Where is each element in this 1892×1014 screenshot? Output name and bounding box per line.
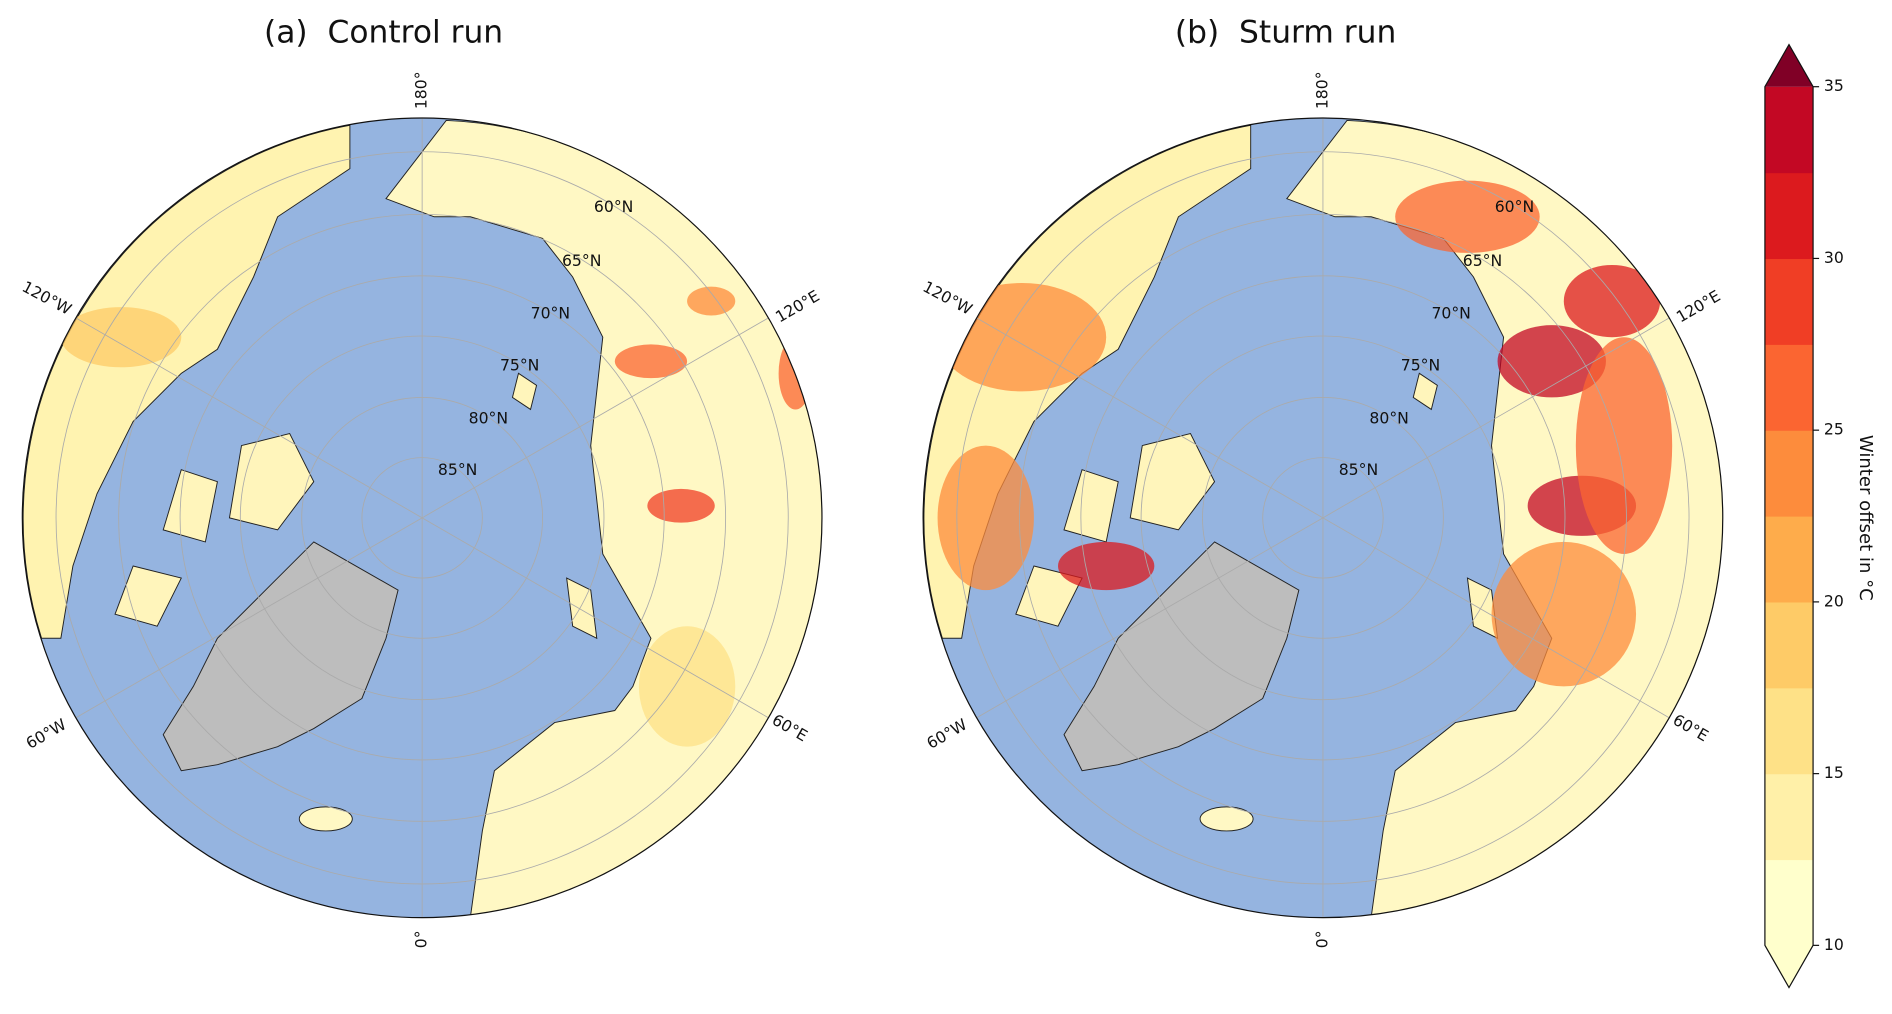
map: 180° 120°E 60°E 0° 60°W 120°W 60°N 65°N 70°N 75°N… [19, 71, 823, 948]
lat-label: 70°N [531, 304, 570, 323]
colorbar-bin [1764, 86, 1814, 174]
map-border [21, 117, 823, 919]
lon-label: 120°E [772, 286, 823, 326]
lat-label: 80°N [1369, 408, 1408, 427]
colorbar-extend-over [1764, 44, 1814, 87]
lon-label: 60°E [1670, 710, 1712, 745]
colorbar-bin [1764, 258, 1814, 345]
lat-label: 75°N [500, 355, 539, 374]
colorbar-tick-label: 15 [1824, 763, 1844, 782]
colorbar-extend-under [1764, 945, 1814, 988]
warm-patch [647, 488, 715, 523]
warm-patch [1057, 541, 1155, 591]
lon-label: 0° [412, 930, 431, 948]
warm-patch [1497, 325, 1606, 398]
colorbar-tick-label: 30 [1824, 248, 1844, 267]
lon-label: 180° [412, 71, 431, 109]
lon-label: 120°E [1673, 286, 1724, 326]
lat-label: 60°N [1495, 197, 1534, 216]
colorbar-label: Winter offset in °C [1855, 435, 1876, 601]
panel-title: (b) Sturm run [1175, 15, 1396, 51]
lat-label: 60°N [594, 197, 633, 216]
lon-label: 120°W [920, 277, 976, 319]
lat-label: 80°N [469, 408, 508, 427]
map: 180° 120°E 60°E 0° 60°W 120°W 60°N 65°N 70°N 75°N… [920, 71, 1724, 948]
panel-title: (a) Control run [264, 15, 503, 51]
warm-patch [638, 626, 736, 747]
map-border [922, 117, 1724, 919]
graticule-lon [75, 317, 423, 519]
graticule-lon [421, 517, 769, 719]
graticule-lon [976, 517, 1324, 719]
warm-patch [937, 445, 1034, 591]
warm-patch [60, 307, 182, 368]
lat-label: 70°N [1431, 304, 1470, 323]
colorbar-bin [1764, 172, 1814, 260]
colorbar-tick-label: 10 [1824, 935, 1844, 954]
warm-patch [687, 286, 736, 316]
warm-patch [1491, 541, 1637, 687]
colorbar-bin [1764, 859, 1814, 946]
graticule-lon [421, 317, 769, 519]
lon-label: 60°E [769, 710, 811, 745]
lon-label: 60°W [923, 715, 970, 753]
lon-label: 60°W [22, 715, 69, 753]
lat-label: 85°N [1339, 460, 1378, 479]
warm-patch [614, 344, 688, 379]
graticule-lon [75, 517, 423, 719]
graticule-lon [1322, 517, 1670, 719]
colorbar-bin [1764, 430, 1814, 517]
lat-label: 85°N [438, 460, 477, 479]
lat-label: 65°N [562, 251, 601, 270]
warm-patch [1575, 337, 1673, 554]
warm-patch [1395, 180, 1540, 253]
colorbar-bin [1764, 344, 1814, 431]
colorbar-tick-label: 20 [1824, 591, 1844, 610]
colorbar-bin [1764, 773, 1814, 861]
lon-label: 180° [1312, 71, 1331, 109]
colorbar-bin [1764, 516, 1814, 603]
colorbar-tick-label: 35 [1824, 76, 1844, 95]
graticule-lon [976, 317, 1324, 519]
colorbar-bin [1764, 687, 1814, 775]
warm-patch [1563, 264, 1661, 338]
land-layer [923, 119, 1723, 918]
graticule-lon [1322, 317, 1670, 519]
lon-label: 0° [1312, 930, 1331, 948]
lat-label: 65°N [1463, 251, 1502, 270]
colorbar: 10 15 20 25 30 35 Winter offset in °C [1764, 43, 1876, 989]
lat-label: 75°N [1401, 355, 1440, 374]
colorbar-bin [1764, 601, 1814, 689]
colorbar-tick-label: 25 [1824, 420, 1844, 439]
lon-label: 120°W [19, 277, 75, 319]
